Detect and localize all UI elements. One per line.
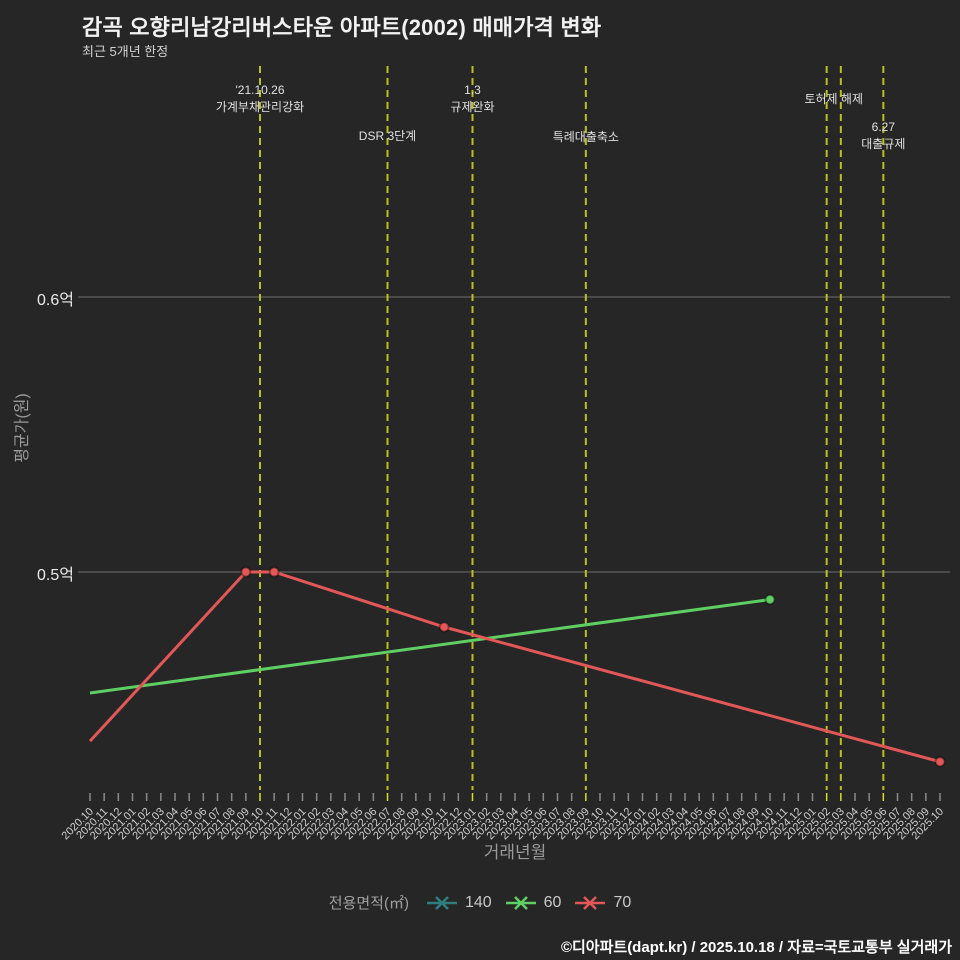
legend-title: 전용면적(㎡) [328, 895, 409, 912]
legend-item-label: 140 [464, 893, 492, 911]
legend-item-label: 70 [613, 893, 632, 911]
series-line-70 [88, 570, 941, 764]
data-point-60 [764, 594, 776, 605]
event-label: 토허제 해제 [804, 92, 864, 106]
legend-item-140: 140 [426, 893, 492, 912]
legend-marker-icon [575, 895, 606, 910]
legend-marker-icon [505, 895, 536, 910]
data-point-70 [438, 621, 450, 633]
event-label: 1.3 규제완화 [450, 83, 495, 114]
y-tick-label: 0.5억 [37, 567, 74, 584]
legend-item-60: 60 [505, 893, 562, 912]
x-axis-title: 거래년월 [483, 843, 547, 862]
page-title: 감곡 오향리남강리버스타운 아파트(2002) 매매가격 변화 [82, 15, 602, 40]
legend-marker-icon [426, 895, 457, 910]
legend-item-label: 60 [543, 893, 562, 911]
legend-item-70: 70 [575, 894, 631, 912]
page-subtitle: 최근 5개년 한정 [82, 44, 169, 59]
footer-credit: ©디아파트(dapt.kr) / 2025.10.18 / 자료=국토교통부 실… [560, 939, 952, 956]
event-label: DSR 3단계 [358, 129, 417, 143]
series-line-60 [89, 598, 771, 695]
y-tick-label: 0.6억 [37, 292, 74, 309]
data-point-70 [240, 566, 252, 578]
event-label: 6.27 대출규제 [861, 120, 906, 151]
data-point-70 [268, 566, 280, 578]
data-point-70 [934, 756, 946, 768]
legend: 전용면적(㎡) 140 60 70 [0, 892, 960, 913]
event-label: '21.10.26 가계부채관리강화 [215, 83, 305, 114]
event-label: 특례대출축소 [552, 130, 619, 144]
